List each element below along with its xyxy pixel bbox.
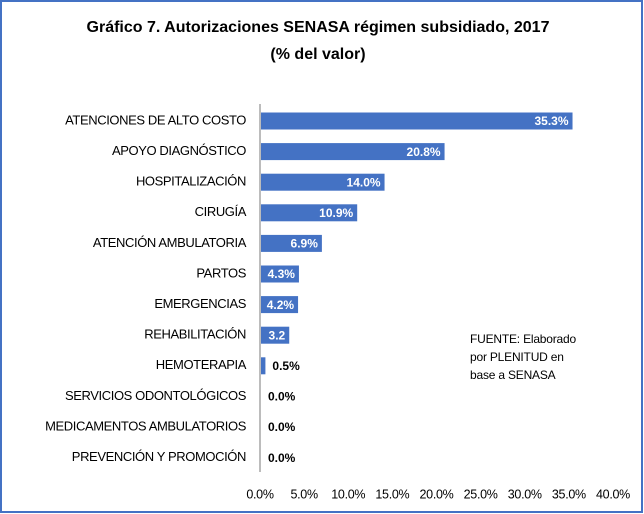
x-tick-label: 15.0%	[375, 487, 409, 501]
x-tick-label: 30.0%	[508, 487, 542, 501]
value-label: 6.9%	[291, 237, 319, 251]
x-tick-label: 40.0%	[596, 487, 630, 501]
value-label: 20.8%	[407, 145, 441, 159]
value-label: 35.3%	[534, 114, 568, 128]
category-label: PREVENCIÓN Y PROMOCIÓN	[72, 449, 246, 464]
category-label: APOYO DIAGNÓSTICO	[112, 143, 246, 158]
value-label: 14.0%	[347, 175, 381, 189]
category-label: PARTOS	[196, 265, 246, 280]
value-label: 0.0%	[268, 420, 296, 434]
value-label: 4.3%	[268, 267, 296, 281]
bar	[261, 265, 299, 283]
bar	[261, 296, 299, 314]
bar	[261, 326, 290, 344]
category-label: SERVICIOS ODONTOLÓGICOS	[65, 388, 247, 403]
annotation: FUENTE: Elaborado	[470, 332, 577, 346]
chart-title: Gráfico 7. Autorizaciones SENASA régimen…	[87, 19, 550, 36]
value-label: 10.9%	[319, 206, 353, 220]
bar	[261, 143, 445, 161]
chart-subtitle: (% del valor)	[270, 46, 365, 63]
x-tick-label: 35.0%	[552, 487, 586, 501]
category-label: REHABILITACIÓN	[144, 327, 246, 342]
value-label: 0.0%	[268, 390, 296, 404]
value-label: 3.2	[269, 328, 286, 342]
category-label: HEMOTERAPIA	[156, 357, 247, 372]
value-label: 0.0%	[268, 451, 296, 465]
category-label: MEDICAMENTOS AMBULATORIOS	[45, 418, 247, 433]
bar	[261, 173, 385, 191]
bar	[261, 357, 266, 375]
x-tick-label: 5.0%	[290, 487, 317, 501]
value-label: 0.5%	[272, 359, 300, 373]
category-label: EMERGENCIAS	[154, 296, 246, 311]
x-tick-label: 20.0%	[420, 487, 454, 501]
category-label: ATENCIONES DE ALTO COSTO	[65, 112, 246, 127]
bar	[261, 234, 322, 252]
category-label: ATENCIÓN AMBULATORIA	[93, 235, 247, 250]
value-label: 4.2%	[267, 298, 295, 312]
annotation: base a SENASA	[470, 368, 556, 382]
x-tick-label: 25.0%	[464, 487, 498, 501]
annotation: por PLENITUD en	[470, 350, 564, 364]
x-tick-label: 10.0%	[331, 487, 365, 501]
category-label: CIRUGÍA	[195, 204, 247, 219]
bar	[261, 204, 358, 222]
x-tick-label: 0.0%	[246, 487, 273, 501]
bar	[261, 112, 573, 130]
category-label: HOSPITALIZACIÓN	[136, 174, 246, 189]
